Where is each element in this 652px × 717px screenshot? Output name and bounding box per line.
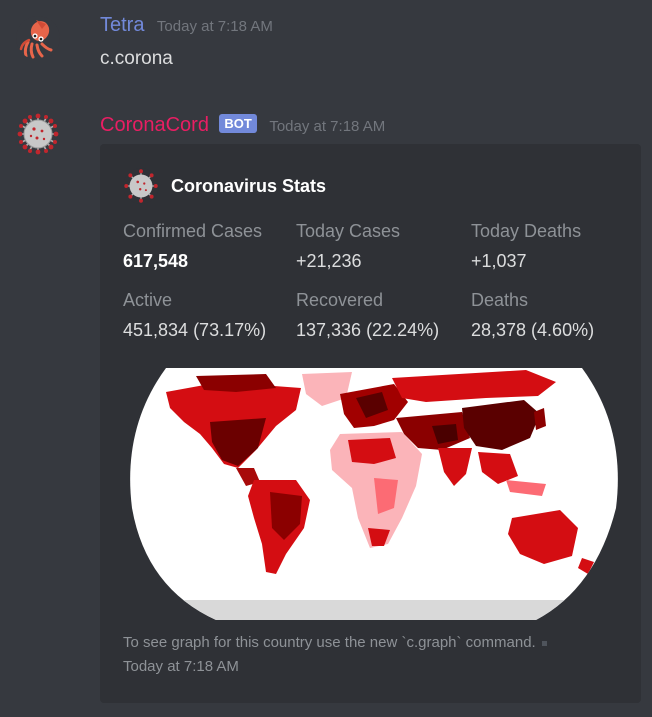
bot-username[interactable]: CoronaCord [100, 114, 209, 136]
embed-footer: To see graph for this country use the ne… [123, 631, 547, 679]
message-tetra: Tetra Today at 7:18 AM c.corona [0, 0, 652, 90]
field-name: Recovered [296, 290, 384, 310]
world-map-image [126, 368, 622, 620]
field-active: Active 451,834 (73.17%) [123, 289, 303, 341]
field-today-cases: Today Cases +21,236 [296, 220, 476, 272]
embed: Coronavirus Stats Confirmed Cases 617,54… [100, 144, 641, 703]
footer-text: To see graph for this country use the ne… [123, 634, 536, 651]
field-deaths: Deaths 28,378 (4.60%) [471, 289, 651, 341]
message-timestamp: Today at 7:18 AM [269, 118, 386, 135]
user-avatar[interactable] [16, 16, 60, 60]
field-name: Today Deaths [471, 221, 582, 241]
virus-icon [16, 112, 60, 156]
footer-timestamp: Today at 7:18 AM [123, 658, 239, 675]
field-name: Confirmed Cases [123, 221, 263, 241]
field-value: 451,834 (73.17%) [123, 320, 267, 340]
field-value: +1,037 [471, 251, 527, 271]
message-timestamp: Today at 7:18 AM [156, 18, 273, 35]
username[interactable]: Tetra [100, 14, 145, 36]
field-today-deaths: Today Deaths +1,037 [471, 220, 651, 272]
embed-author: Coronavirus Stats [123, 168, 326, 204]
embed-image[interactable] [126, 368, 622, 620]
embed-author-name: Coronavirus Stats [171, 175, 327, 196]
field-name: Active [123, 290, 173, 310]
message-content: c.corona [100, 48, 173, 69]
field-confirmed-cases: Confirmed Cases 617,548 [123, 220, 303, 272]
bot-avatar[interactable] [16, 112, 60, 156]
field-name: Today Cases [296, 221, 401, 241]
field-recovered: Recovered 137,336 (22.24%) [296, 289, 476, 341]
field-value: +21,236 [296, 251, 362, 271]
field-value: 28,378 (4.60%) [471, 320, 595, 340]
virus-icon [123, 168, 159, 204]
field-name: Deaths [471, 290, 529, 310]
bot-tag: BOT [219, 114, 257, 133]
footer-separator [541, 640, 547, 646]
field-value: 617,548 [123, 251, 189, 271]
field-value: 137,336 (22.24%) [296, 320, 440, 340]
squid-icon [16, 16, 60, 60]
embed-author-icon [123, 168, 159, 204]
